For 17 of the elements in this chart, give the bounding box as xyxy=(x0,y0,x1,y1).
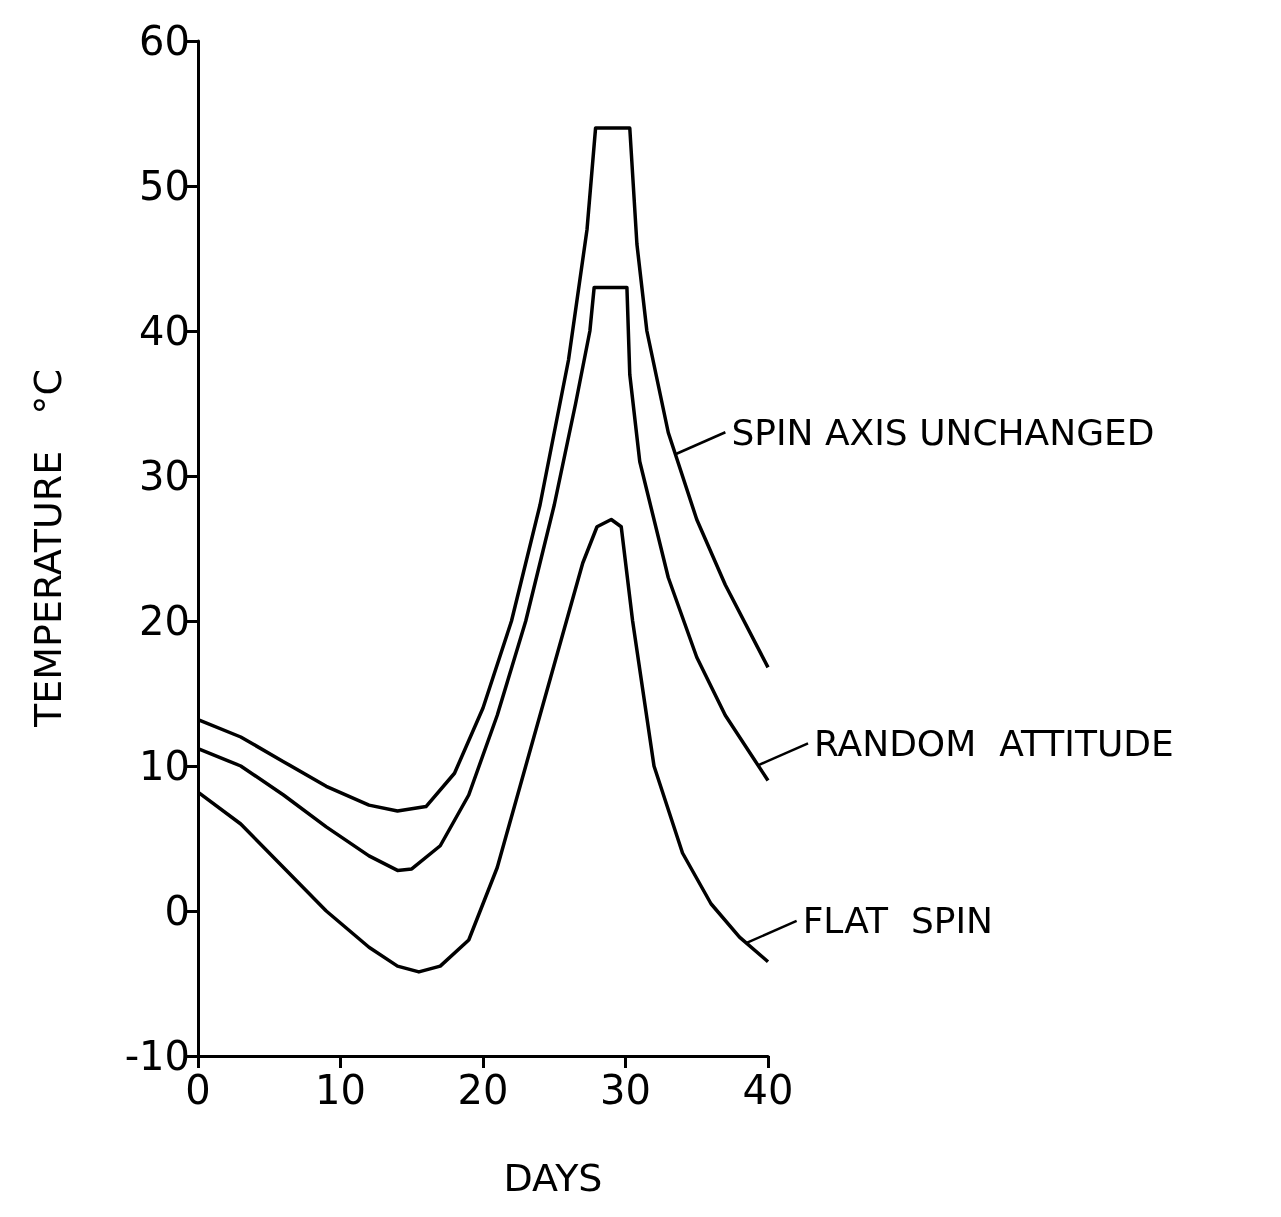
x-tick-label: 40 xyxy=(742,1067,794,1113)
y-tick-label: 60 xyxy=(139,18,190,64)
annotation: SPIN AXIS UNCHANGED xyxy=(731,411,1155,453)
annotation: FLAT SPIN xyxy=(802,900,994,942)
y-axis-title: TEMPERATURE °C xyxy=(26,368,70,729)
annotation: RANDOM ATTITUDE xyxy=(814,722,1174,764)
x-tick-label: 10 xyxy=(315,1067,366,1113)
y-tick-label: 0 xyxy=(164,888,190,934)
x-tick-label: 20 xyxy=(457,1067,509,1113)
x-tick-label: 30 xyxy=(600,1067,651,1113)
y-tick-label: -10 xyxy=(124,1033,190,1079)
y-tick-label: 20 xyxy=(139,598,190,644)
x-axis-title: DAYS xyxy=(503,1156,603,1200)
y-tick-label: 40 xyxy=(139,308,190,354)
y-tick-label: 50 xyxy=(139,163,190,209)
y-tick-label: 30 xyxy=(139,453,190,499)
y-tick-label: 10 xyxy=(139,743,190,789)
